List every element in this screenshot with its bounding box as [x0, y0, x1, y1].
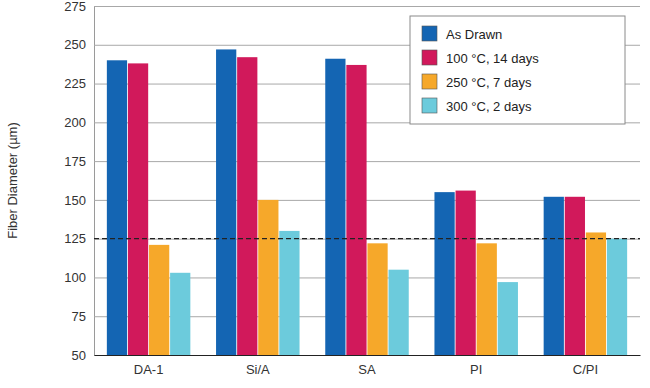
- legend-swatch: [422, 74, 437, 89]
- x-tick: C/PI: [573, 362, 598, 377]
- bar-series: [128, 57, 585, 355]
- legend-label: 300 °C, 2 days: [446, 99, 532, 114]
- x-tick-label: C/PI: [573, 362, 598, 377]
- x-tick-label: SA: [358, 362, 376, 377]
- bar: [544, 197, 564, 355]
- legend-item: 300 °C, 2 days: [422, 98, 532, 114]
- bar: [434, 192, 454, 355]
- bar: [128, 63, 148, 355]
- legend-item: 100 °C, 14 days: [422, 50, 539, 66]
- legend-swatch: [422, 98, 437, 113]
- bar: [149, 245, 169, 355]
- y-axis: 50 75 100 125 150 175 200 225 250 275: [64, 0, 640, 363]
- y-tick-label: 200: [64, 115, 86, 130]
- x-tick: PI: [470, 362, 482, 377]
- y-tick-label: 150: [64, 193, 86, 208]
- y-tick-label: 50: [72, 348, 86, 363]
- y-tick-label: 225: [64, 76, 86, 91]
- legend-item: As Drawn: [422, 26, 502, 42]
- grid-line: [94, 355, 640, 356]
- y-axis-title: Fiber Diameter (µm): [5, 122, 20, 239]
- bar: [258, 200, 278, 355]
- bar-series: [170, 231, 627, 355]
- grid-line: [94, 6, 640, 7]
- bar: [325, 59, 345, 355]
- bar: [216, 49, 236, 355]
- y-tick-label: 125: [64, 231, 86, 246]
- y-tick-label: 175: [64, 154, 86, 169]
- bar: [367, 243, 387, 355]
- bar: [477, 243, 497, 355]
- x-tick: DA-1: [134, 362, 164, 377]
- x-axis-line: [95, 355, 641, 356]
- y-tick: 275: [64, 0, 640, 14]
- legend-swatch: [422, 26, 437, 41]
- bar: [586, 232, 606, 355]
- legend-swatch: [422, 50, 437, 65]
- y-tick-label: 250: [64, 37, 86, 52]
- y-axis-line: [94, 7, 95, 356]
- bar: [279, 231, 299, 355]
- bar: [346, 65, 366, 355]
- x-tick-label: DA-1: [134, 362, 164, 377]
- legend-label: 250 °C, 7 days: [446, 75, 532, 90]
- chart: 50 75 100 125 150 175 200 225 250 275 DA-1 Si/A SA PI…: [0, 0, 650, 388]
- bar: [237, 57, 257, 355]
- legend-box: [410, 16, 625, 124]
- bar: [456, 191, 476, 355]
- reference-line: [94, 238, 640, 239]
- y-tick-label: 100: [64, 270, 86, 285]
- bar-series: [149, 200, 606, 355]
- x-tick: SA: [358, 362, 376, 377]
- bar: [498, 282, 518, 355]
- legend-label: 100 °C, 14 days: [446, 51, 539, 66]
- y-tick-label: 75: [72, 309, 86, 324]
- x-axis: DA-1 Si/A SA PI C/PI: [95, 356, 641, 378]
- legend: As Drawn 100 °C, 14 days 250 °C, 7 days 300…: [410, 16, 625, 124]
- x-tick-label: PI: [470, 362, 482, 377]
- x-tick-label: Si/A: [246, 362, 270, 377]
- bar: [565, 197, 585, 355]
- legend-item: 250 °C, 7 days: [422, 74, 532, 90]
- x-tick: Si/A: [246, 362, 270, 377]
- grid-line: [94, 161, 640, 162]
- y-tick-label: 275: [64, 0, 86, 14]
- bar: [107, 60, 127, 355]
- legend-label: As Drawn: [446, 27, 502, 42]
- bar: [607, 239, 627, 355]
- bar: [389, 270, 409, 355]
- bar: [170, 273, 190, 355]
